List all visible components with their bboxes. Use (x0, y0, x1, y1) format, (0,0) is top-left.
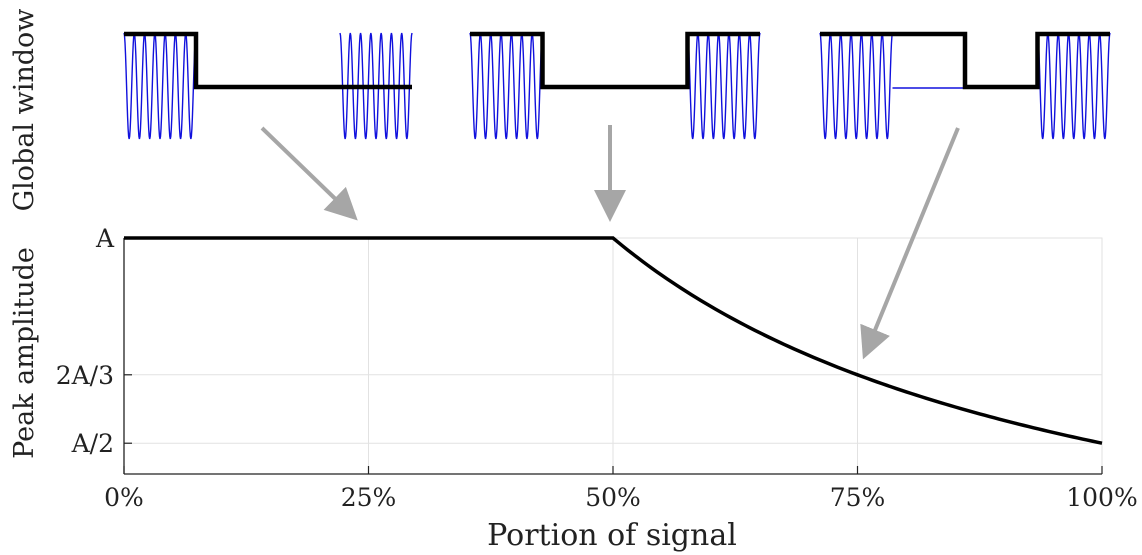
y-tick-label: A/2 (71, 429, 114, 458)
window-function (820, 31, 1110, 90)
x-tick-labels: 0% 25% 50% 75% 100% (104, 466, 1138, 512)
signal-segment (339, 32, 413, 140)
x-axis-label: Portion of signal (487, 518, 737, 553)
y-tick-label: 2A/3 (56, 361, 114, 390)
window-75-percent (819, 31, 1111, 140)
arrow (860, 127, 960, 360)
peak-amplitude-plot: 0% 25% 50% 75% 100% A 2A/3 A/2 (56, 224, 1138, 512)
arrows (260, 125, 960, 360)
y-tick-label: A (95, 224, 115, 253)
window-function (470, 31, 760, 90)
signal-segment (819, 32, 894, 140)
y-axis-label: Peak amplitude (9, 247, 40, 459)
x-tick-label: 100% (1066, 483, 1137, 512)
signal-segment (123, 32, 197, 140)
peak-amplitude-curve (124, 236, 1103, 445)
window-50-percent (469, 31, 761, 140)
window-25-percent (123, 31, 413, 140)
x-tick-label: 50% (585, 483, 641, 512)
y-tick-labels: A 2A/3 A/2 (56, 224, 132, 458)
global-window-panel (123, 31, 1111, 140)
x-tick-label: 0% (104, 483, 144, 512)
signal-segment (686, 32, 761, 140)
global-window-label: Global window (9, 9, 40, 212)
signal-segment (1036, 32, 1111, 140)
x-tick-label: 75% (830, 483, 886, 512)
window-function (124, 31, 412, 90)
grid (123, 237, 1103, 474)
signal-segment (469, 32, 544, 140)
x-tick-label: 25% (341, 483, 397, 512)
arrow (260, 126, 358, 221)
